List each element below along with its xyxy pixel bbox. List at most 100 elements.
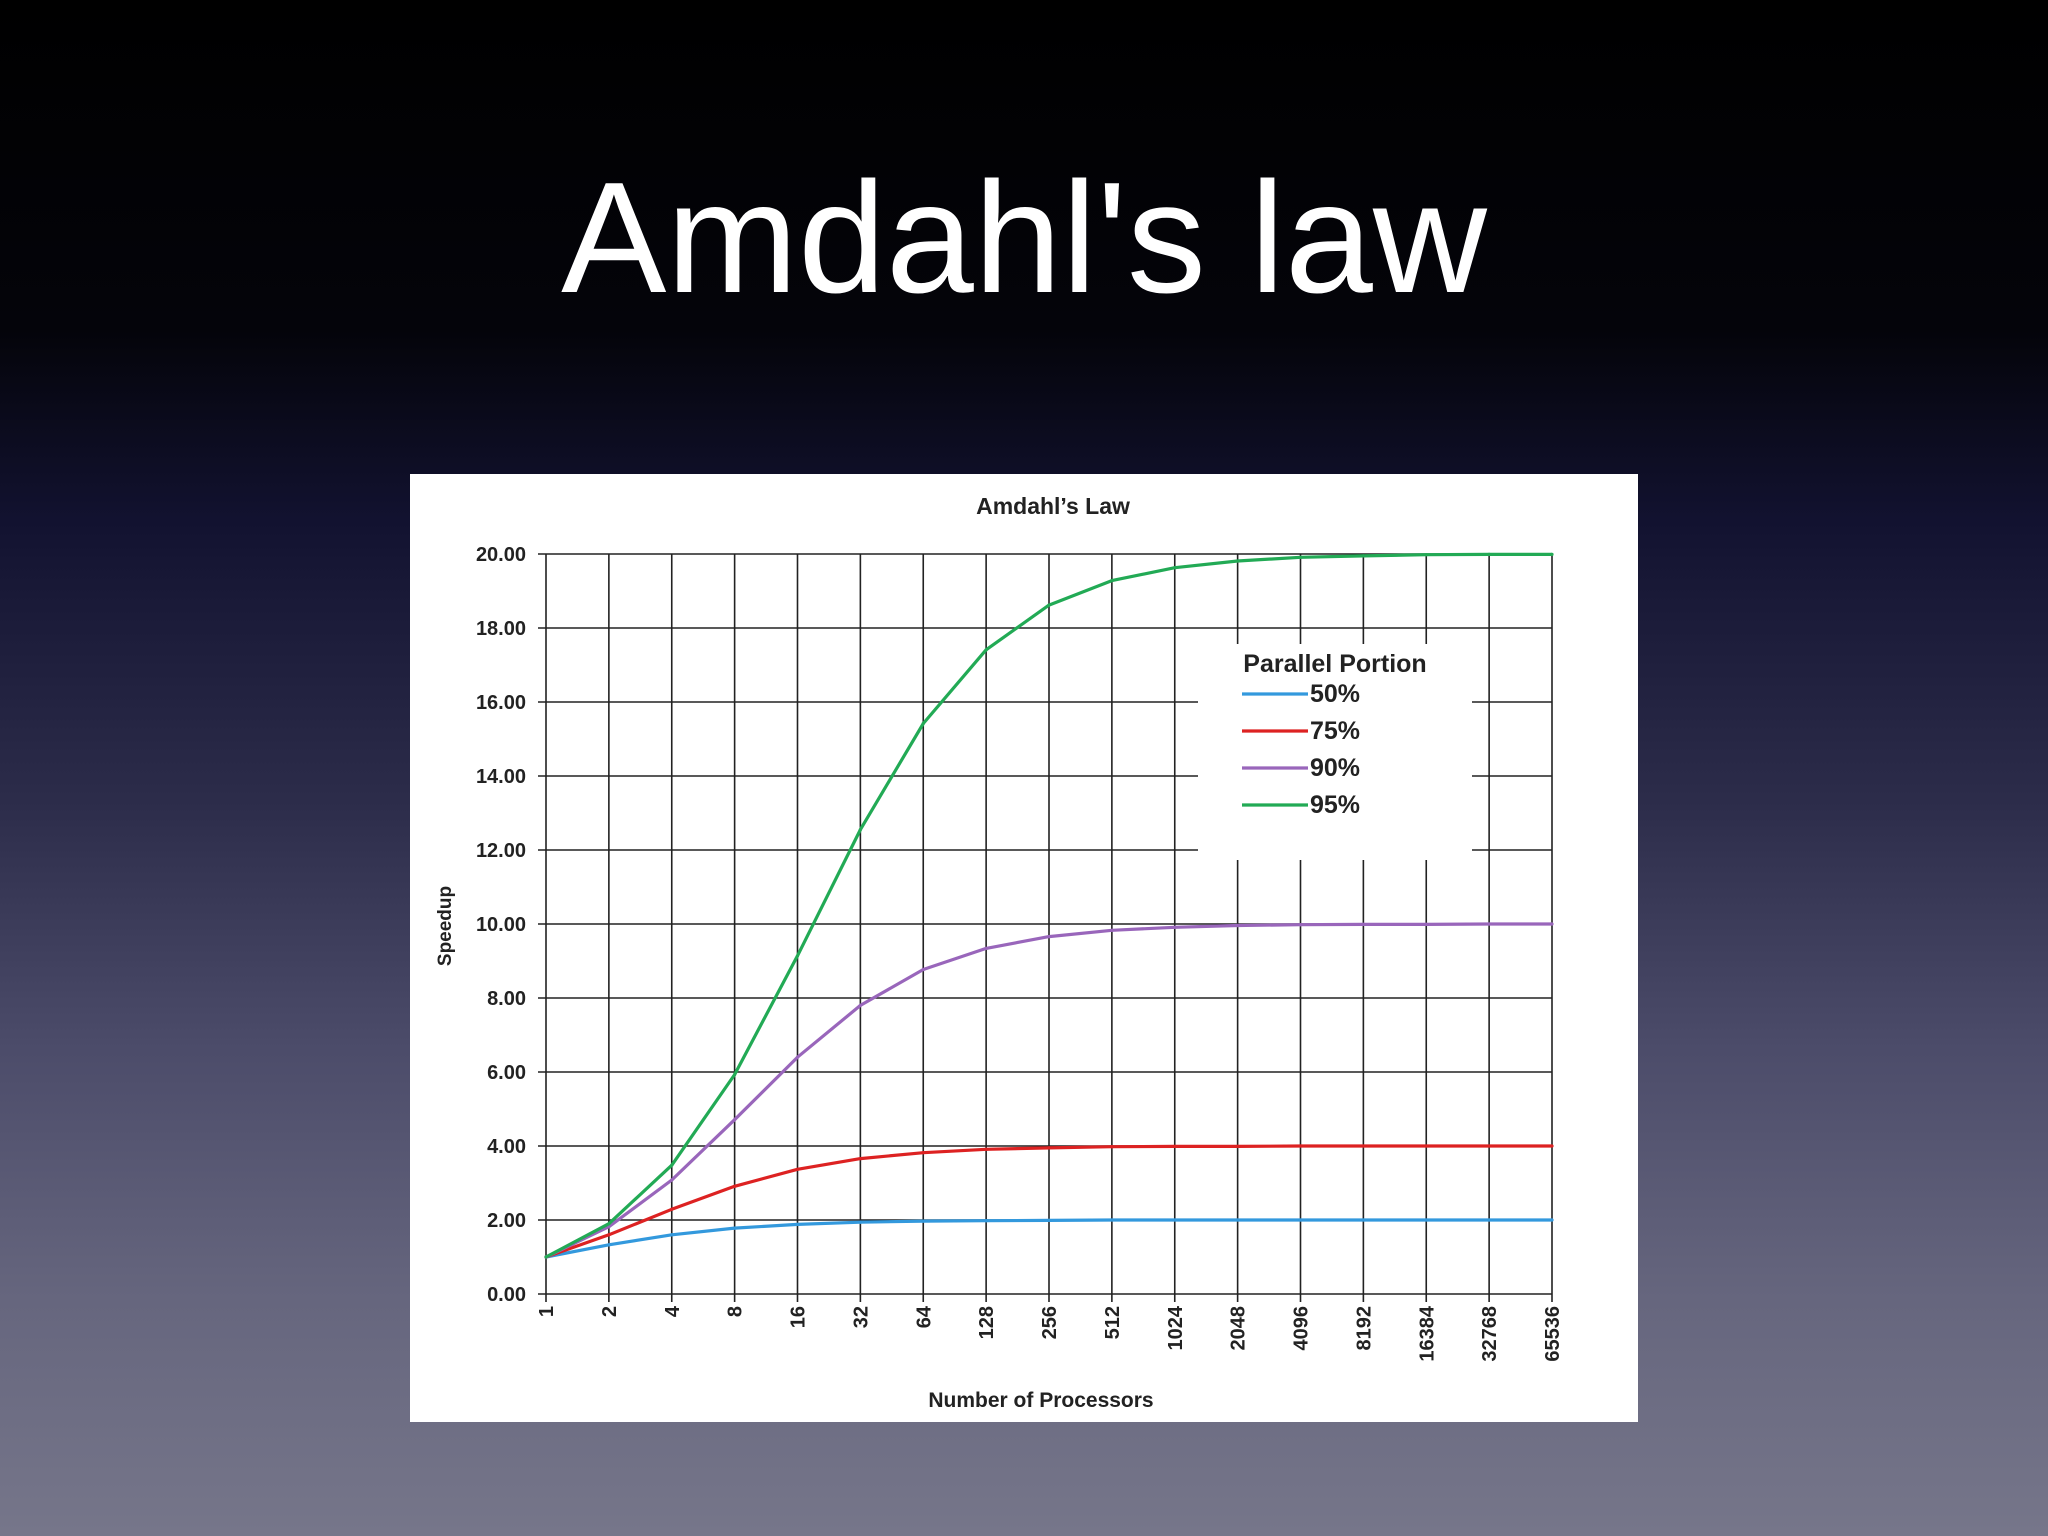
data-point [1487, 922, 1491, 926]
legend-label: 95% [1310, 791, 1360, 819]
data-point [1424, 1144, 1428, 1148]
legend-label: 50% [1310, 680, 1360, 708]
data-point [1173, 1144, 1177, 1148]
x-tick-label: 2 [599, 1306, 621, 1317]
data-point [1424, 922, 1428, 926]
data-point [795, 1167, 800, 1171]
y-tick-labels: 0.00 2.00 4.00 6.00 8.00 10.00 12.00 14.00 16.00… [476, 544, 526, 1306]
y-axis-label: Speedup [435, 886, 456, 966]
data-point [795, 1055, 800, 1059]
data-point [1298, 923, 1303, 927]
data-point [1047, 1218, 1051, 1222]
y-tick-label: 8.00 [487, 988, 526, 1010]
data-point [1487, 552, 1491, 556]
data-point [1173, 925, 1177, 929]
x-tick-label: 256 [1039, 1306, 1061, 1339]
x-tick-label: 8 [725, 1306, 747, 1317]
data-point [858, 828, 862, 832]
chart-panel: 0.00 2.00 4.00 6.00 8.00 10.00 12.00 14.00 16.00… [410, 474, 1638, 1422]
data-point [607, 1243, 611, 1247]
data-point [1236, 1144, 1240, 1148]
data-point [1047, 934, 1051, 939]
y-tick-label: 18.00 [476, 618, 526, 640]
data-point [858, 1003, 862, 1008]
data-point [670, 1178, 674, 1182]
data-point [1110, 1218, 1114, 1222]
x-tick-label: 16384 [1416, 1305, 1438, 1361]
data-point [1487, 1218, 1491, 1222]
y-tick-label: 14.00 [476, 766, 526, 788]
legend-title: Parallel Portion [1243, 650, 1426, 678]
legend-label: 75% [1310, 717, 1360, 745]
x-tick-label: 32 [850, 1306, 872, 1328]
data-point [1110, 579, 1114, 583]
data-point [1236, 923, 1240, 928]
data-point [1047, 603, 1051, 607]
data-point [544, 1255, 548, 1259]
y-tick-label: 4.00 [487, 1136, 526, 1158]
x-axis-label: Number of Processors [928, 1389, 1153, 1412]
data-point [1361, 1218, 1365, 1222]
data-point [1173, 1218, 1177, 1222]
data-point [1173, 566, 1177, 570]
data-point [670, 1207, 674, 1211]
data-point [921, 967, 925, 972]
y-tick-label: 10.00 [476, 914, 526, 936]
data-point [1110, 1145, 1114, 1149]
data-point [733, 1072, 737, 1077]
x-tick-label: 65536 [1542, 1306, 1564, 1362]
slide-title: Amdahl's law [561, 150, 1487, 326]
data-point [1110, 928, 1114, 932]
x-tick-label: 4096 [1291, 1306, 1313, 1351]
data-point [607, 1233, 611, 1237]
legend-label: 90% [1310, 754, 1360, 782]
x-tick-label: 128 [976, 1306, 998, 1339]
data-point [1236, 1218, 1240, 1222]
data-point [1487, 1144, 1491, 1148]
data-point [1424, 553, 1428, 557]
data-point [1361, 922, 1365, 926]
x-tick-label: 1 [536, 1306, 558, 1317]
amdahl-chart: 0.00 2.00 4.00 6.00 8.00 10.00 12.00 14.00 16.00… [435, 493, 1564, 1412]
data-point [1361, 1144, 1365, 1148]
data-point [1361, 554, 1365, 558]
legend-box [1198, 644, 1472, 860]
y-tick-label: 16.00 [476, 692, 526, 714]
x-tick-label: 32768 [1479, 1306, 1501, 1362]
chart-series [544, 552, 1554, 1259]
data-point [921, 1151, 925, 1155]
chart-legend: Parallel Portion 50% 75% 90% 95% [1198, 644, 1472, 860]
data-point [1550, 552, 1554, 556]
data-point [733, 1118, 737, 1122]
x-tick-labels: 1 2 4 8 16 32 64 128 256 512 1024 2048 4096 8192 16384… [536, 1305, 1564, 1362]
x-tick-label: 16 [788, 1306, 810, 1328]
data-point [984, 1147, 988, 1151]
data-point [607, 1222, 611, 1226]
y-tick-label: 2.00 [487, 1210, 526, 1232]
x-tick-label: 1024 [1165, 1305, 1187, 1350]
x-tick-label: 2048 [1228, 1306, 1250, 1351]
y-tick-label: 0.00 [487, 1284, 526, 1306]
data-point [1298, 1144, 1303, 1148]
data-point [984, 946, 988, 951]
data-point [733, 1184, 737, 1188]
data-point [1424, 1218, 1428, 1222]
data-point [733, 1226, 737, 1230]
data-point [858, 1220, 862, 1224]
y-tick-label: 6.00 [487, 1062, 526, 1084]
chart-title: Amdahl’s Law [976, 493, 1130, 519]
data-point [795, 1222, 800, 1227]
y-tick-label: 20.00 [476, 544, 526, 566]
data-point [984, 1219, 988, 1223]
data-point [1298, 1218, 1303, 1222]
data-point [1550, 1144, 1554, 1148]
data-point [670, 1233, 674, 1237]
x-tick-label: 4 [662, 1305, 684, 1317]
x-tick-label: 512 [1102, 1306, 1124, 1339]
data-point [921, 1219, 925, 1223]
data-point [1047, 1146, 1051, 1150]
y-tick-label: 12.00 [476, 840, 526, 862]
data-point [1236, 559, 1240, 563]
data-point [984, 648, 988, 652]
data-point [858, 1156, 862, 1161]
